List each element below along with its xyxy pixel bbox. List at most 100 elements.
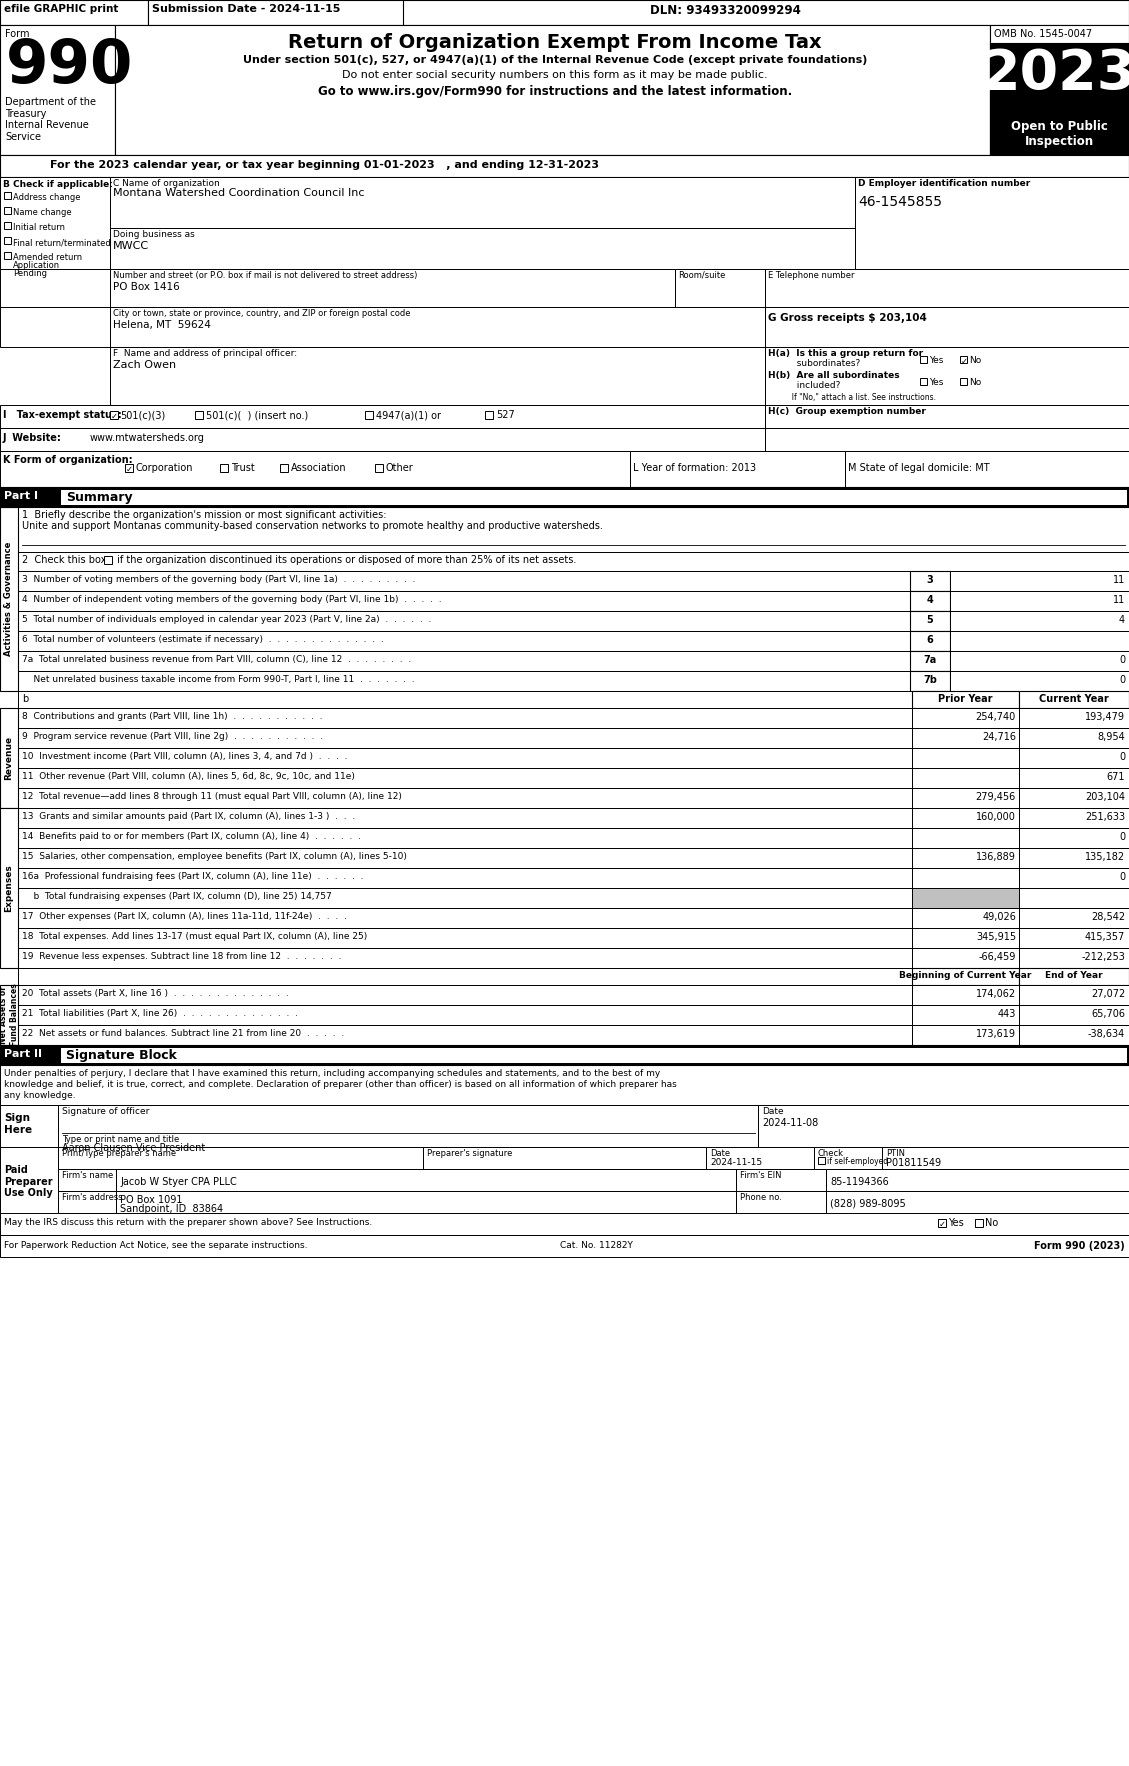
Bar [819,1157,825,1164]
Bar [18,869,912,888]
Text: Summary: Summary [65,491,132,503]
Text: 0: 0 [1119,872,1124,881]
Text: 173,619: 173,619 [975,1030,1016,1038]
Text: For the 2023 calendar year, or tax year beginning 01-01-2023   , and ending 12-3: For the 2023 calendar year, or tax year … [50,161,599,170]
Text: (828) 989-8095: (828) 989-8095 [830,1199,905,1210]
Bar [0,0,148,25]
Bar [912,1024,1019,1045]
Text: F  Name and address of principal officer:: F Name and address of principal officer: [113,350,297,358]
Bar [1019,1024,1129,1045]
Bar [912,848,1019,869]
Bar [1019,927,1129,948]
Text: 15  Salaries, other compensation, employee benefits (Part IX, column (A), lines : 15 Salaries, other compensation, employe… [21,851,406,862]
Bar [365,411,373,419]
Bar [0,809,18,968]
Bar [148,0,403,25]
Bar [18,708,912,728]
Bar [990,115,1129,155]
Text: Address change: Address change [14,192,80,201]
Text: 16a  Professional fundraising fees (Part IX, column (A), line 11e)  .  .  .  .  : 16a Professional fundraising fees (Part … [21,872,364,881]
Bar [110,307,765,346]
Text: 20  Total assets (Part X, line 16 )  .  .  .  .  .  .  .  .  .  .  .  .  .  .: 20 Total assets (Part X, line 16 ) . . .… [21,989,289,998]
Bar [912,888,1019,908]
Bar [1019,948,1129,968]
Text: MWCC: MWCC [113,240,149,251]
Text: subordinates?: subordinates? [768,358,860,367]
Text: Type or print name and title: Type or print name and title [62,1136,180,1144]
Bar [0,450,630,487]
Text: 7a: 7a [924,655,937,666]
Text: 671: 671 [1106,772,1124,782]
Bar [423,1146,706,1169]
Bar [949,671,1129,691]
Bar [60,1047,1127,1063]
Text: No: No [969,357,981,366]
Text: 8,954: 8,954 [1097,731,1124,742]
Text: PTIN: PTIN [886,1150,905,1158]
Bar [0,1146,58,1233]
Bar [104,556,112,563]
Text: Final return/terminated: Final return/terminated [14,238,111,247]
Bar [18,927,912,948]
Text: 9  Program service revenue (Part VIII, line 2g)  .  .  .  .  .  .  .  .  .  .  .: 9 Program service revenue (Part VIII, li… [21,731,323,742]
Text: B Check if applicable:: B Check if applicable: [3,180,113,189]
Bar [949,570,1129,592]
Text: 10  Investment income (Part VIII, column (A), lines 3, 4, and 7d )  .  .  .  .: 10 Investment income (Part VIII, column … [21,752,348,761]
Bar [765,268,1129,307]
Text: 24,716: 24,716 [982,731,1016,742]
Text: 65,706: 65,706 [1091,1008,1124,1019]
Bar [18,728,912,749]
Bar [1019,809,1129,828]
Bar [910,611,949,630]
Bar [18,1005,912,1024]
Text: 279,456: 279,456 [975,791,1016,802]
Text: May the IRS discuss this return with the preparer shown above? See Instructions.: May the IRS discuss this return with the… [5,1219,373,1227]
Text: 17  Other expenses (Part IX, column (A), lines 11a-11d, 11f-24e)  .  .  .  .: 17 Other expenses (Part IX, column (A), … [21,911,347,922]
Text: 990: 990 [6,37,133,95]
Bar [912,749,1019,768]
Bar [0,487,1129,507]
Text: 14  Benefits paid to or for members (Part IX, column (A), line 4)  .  .  .  .  .: 14 Benefits paid to or for members (Part… [21,832,361,841]
Bar [375,464,383,472]
Text: 46-1545855: 46-1545855 [858,194,942,208]
Text: Trust: Trust [231,463,255,473]
Bar [18,507,1129,553]
Text: No: No [969,378,981,387]
Text: For Paperwork Reduction Act Notice, see the separate instructions.: For Paperwork Reduction Act Notice, see … [5,1241,307,1250]
Text: City or town, state or province, country, and ZIP or foreign postal code: City or town, state or province, country… [113,309,411,318]
Text: b: b [21,694,28,705]
Bar [844,450,1129,487]
Bar [765,307,1129,346]
Text: ✓: ✓ [939,1220,946,1229]
Bar [18,652,910,671]
Bar [18,848,912,869]
Text: Jacob W Styer CPA PLLC: Jacob W Styer CPA PLLC [120,1176,237,1187]
Bar [5,237,11,244]
Text: Firm's address: Firm's address [62,1194,123,1203]
Text: 0: 0 [1119,655,1124,666]
Text: 11: 11 [1113,595,1124,606]
Bar [1019,888,1129,908]
Bar [826,1190,1129,1213]
Text: 5: 5 [927,615,934,625]
Text: 5  Total number of individuals employed in calendar year 2023 (Part V, line 2a) : 5 Total number of individuals employed i… [21,615,431,623]
Bar [0,1213,1129,1234]
Bar [116,1190,736,1213]
Bar [630,450,844,487]
Text: Firm's EIN: Firm's EIN [739,1171,781,1180]
Bar [912,728,1019,749]
Bar [115,25,990,155]
Bar [125,464,133,472]
Text: ✓: ✓ [126,464,133,473]
Text: J  Website:: J Website: [3,433,62,443]
Text: I   Tax-exempt status:: I Tax-exempt status: [3,410,122,420]
Bar [736,1190,826,1213]
Text: -212,253: -212,253 [1082,952,1124,962]
Bar [116,1169,736,1190]
Bar [0,1065,1129,1106]
Text: if self-employed: if self-employed [828,1157,889,1166]
Bar [0,25,115,155]
Bar [855,177,1129,268]
Text: www.mtwatersheds.org: www.mtwatersheds.org [90,433,204,443]
Text: Current Year: Current Year [1039,694,1109,705]
